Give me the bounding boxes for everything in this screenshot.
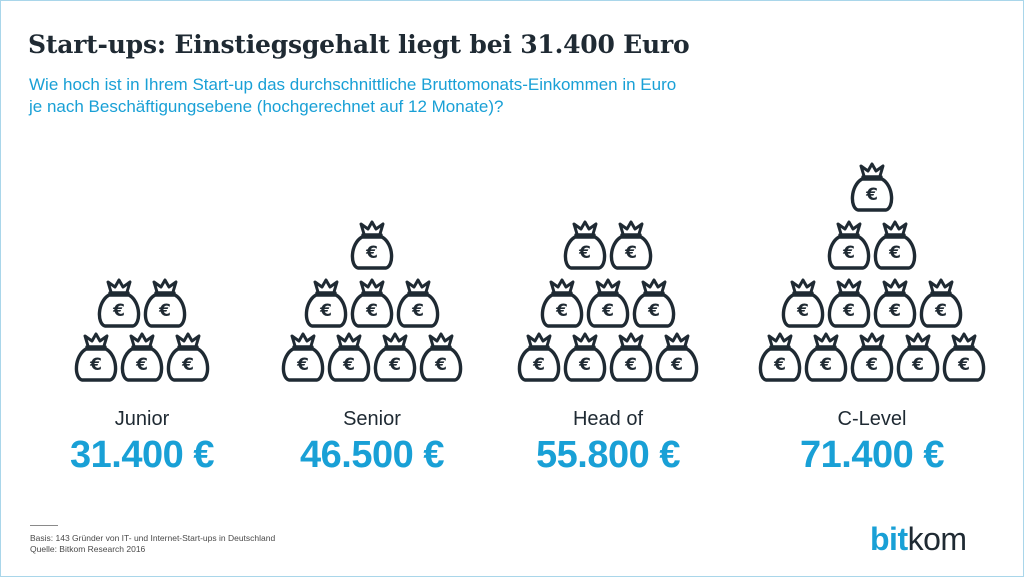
money-bag-icon: € [97,278,141,328]
footer-divider [30,525,58,526]
money-bag-icon: € [919,278,963,328]
svg-text:€: € [296,355,309,375]
svg-text:€: € [319,301,332,321]
svg-text:€: € [773,355,786,375]
money-bag-icon: € [419,332,463,382]
category-label: C-Level [837,408,907,430]
money-bag-icon: € [563,220,607,270]
value-label: 71.400 € [800,434,944,476]
money-bag-icon: € [350,220,394,270]
svg-text:€: € [365,301,378,321]
money-bag-icon: € [166,332,210,382]
footer-basis: Basis: 143 Gründer von IT- und Internet-… [30,533,276,543]
value-label: 55.800 € [536,434,680,476]
svg-text:€: € [411,301,424,321]
money-bag-icon: € [517,332,561,382]
money-bag-icon: € [850,332,894,382]
money-bag-icon: € [540,278,584,328]
category-label: Head of [572,408,644,430]
svg-text:€: € [532,355,545,375]
footer-notes: Basis: 143 Gründer von IT- und Internet-… [30,533,275,555]
bitkom-logo: bitkom [870,521,967,558]
money-bag-icon: € [143,278,187,328]
money-bag-icon: € [396,278,440,328]
logo-part-bit: bit [870,521,908,557]
money-bag-icon: € [304,278,348,328]
money-bag-icon: € [827,220,871,270]
svg-text:€: € [624,355,637,375]
money-bag-icon: € [327,332,371,382]
svg-text:€: € [796,301,809,321]
money-bag-icon: € [942,332,986,382]
money-bag-icon: € [827,278,871,328]
svg-text:€: € [819,355,832,375]
svg-text:€: € [934,301,947,321]
svg-text:€: € [158,301,171,321]
svg-text:€: € [434,355,447,375]
svg-text:€: € [342,355,355,375]
chart-title: Start-ups: Einstiegsgehalt liegt bei 31.… [28,30,690,59]
value-label: 31.400 € [70,434,214,476]
svg-text:€: € [388,355,401,375]
svg-text:€: € [135,355,148,375]
category-label: Senior [343,408,401,430]
money-bag-icon: € [586,278,630,328]
svg-text:€: € [865,185,878,205]
svg-text:€: € [365,243,378,263]
money-bag-icon: € [632,278,676,328]
svg-text:€: € [670,355,683,375]
money-bag-icon: € [609,220,653,270]
chart-subtitle: Wie hoch ist in Ihrem Start-up das durch… [29,74,789,118]
svg-text:€: € [865,355,878,375]
svg-text:€: € [601,301,614,321]
money-bag-icon: € [120,332,164,382]
svg-text:€: € [181,355,194,375]
money-bag-icon: € [74,332,118,382]
money-bag-icon: € [373,332,417,382]
subtitle-line-1: Wie hoch ist in Ihrem Start-up das durch… [29,75,677,94]
logo-part-kom: kom [907,521,967,557]
money-bag-icon: € [609,332,653,382]
subtitle-line-2: je nach Beschäftigungsebene (hochgerechn… [29,97,504,116]
svg-text:€: € [957,355,970,375]
money-bag-icon: € [281,332,325,382]
svg-text:€: € [624,243,637,263]
money-bag-icon: € [896,332,940,382]
svg-text:€: € [842,243,855,263]
money-bag-icon: € [655,332,699,382]
svg-text:€: € [89,355,102,375]
category-label: Junior [114,408,170,430]
svg-text:€: € [112,301,125,321]
svg-text:€: € [578,243,591,263]
money-bag-icon: € [350,278,394,328]
svg-text:€: € [888,301,901,321]
svg-text:€: € [911,355,924,375]
svg-text:€: € [888,243,901,263]
svg-text:€: € [578,355,591,375]
value-label: 46.500 € [300,434,444,476]
svg-text:€: € [842,301,855,321]
footer-source: Quelle: Bitkom Research 2016 [30,544,146,554]
svg-text:€: € [555,301,568,321]
money-bag-icon: € [563,332,607,382]
money-bag-icon: € [850,162,894,212]
money-bag-icon: € [873,220,917,270]
svg-text:€: € [647,301,660,321]
money-bag-icon: € [758,332,802,382]
money-bag-icon: € [781,278,825,328]
money-bag-icon: € [873,278,917,328]
money-bag-icon: € [804,332,848,382]
